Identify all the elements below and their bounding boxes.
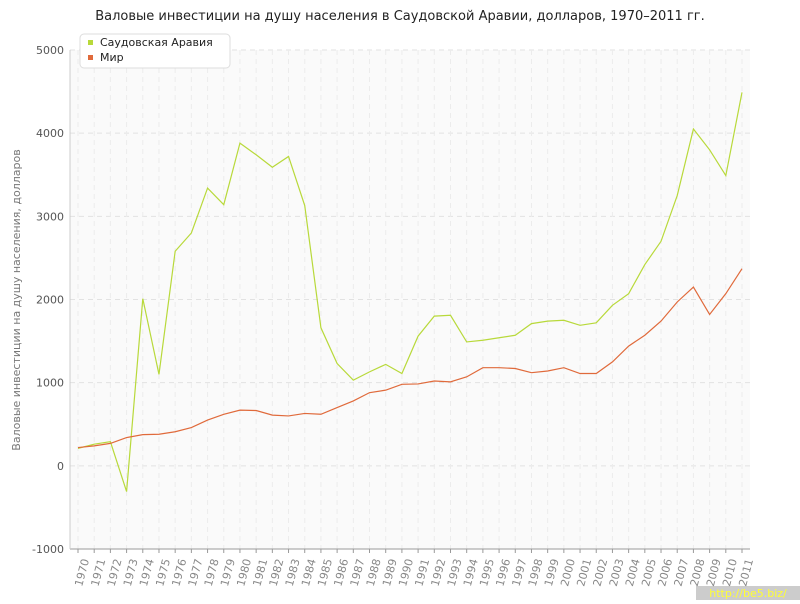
legend-label: Мир [100,51,124,64]
y-tick-label: 0 [57,460,64,473]
y-axis-label: Валовые инвестиции на душу населения, до… [10,149,23,450]
y-tick-label: 5000 [36,44,64,57]
legend-swatch [88,55,93,60]
plot-area [70,50,750,549]
y-tick-label: 3000 [36,210,64,223]
y-tick-label: 1000 [36,377,64,390]
y-tick-label: -1000 [32,543,64,556]
y-tick-label: 2000 [36,294,64,307]
chart-title: Валовые инвестиции на душу населения в С… [95,9,705,24]
watermark-bg [696,586,800,600]
legend-swatch [88,40,93,45]
series-line [77,92,743,492]
y-tick-label: 4000 [36,127,64,140]
series-line [77,268,743,449]
watermark: http://be5.biz/ [709,587,787,600]
legend-box [79,33,231,69]
legend-label: Саудовская Аравия [100,36,213,49]
